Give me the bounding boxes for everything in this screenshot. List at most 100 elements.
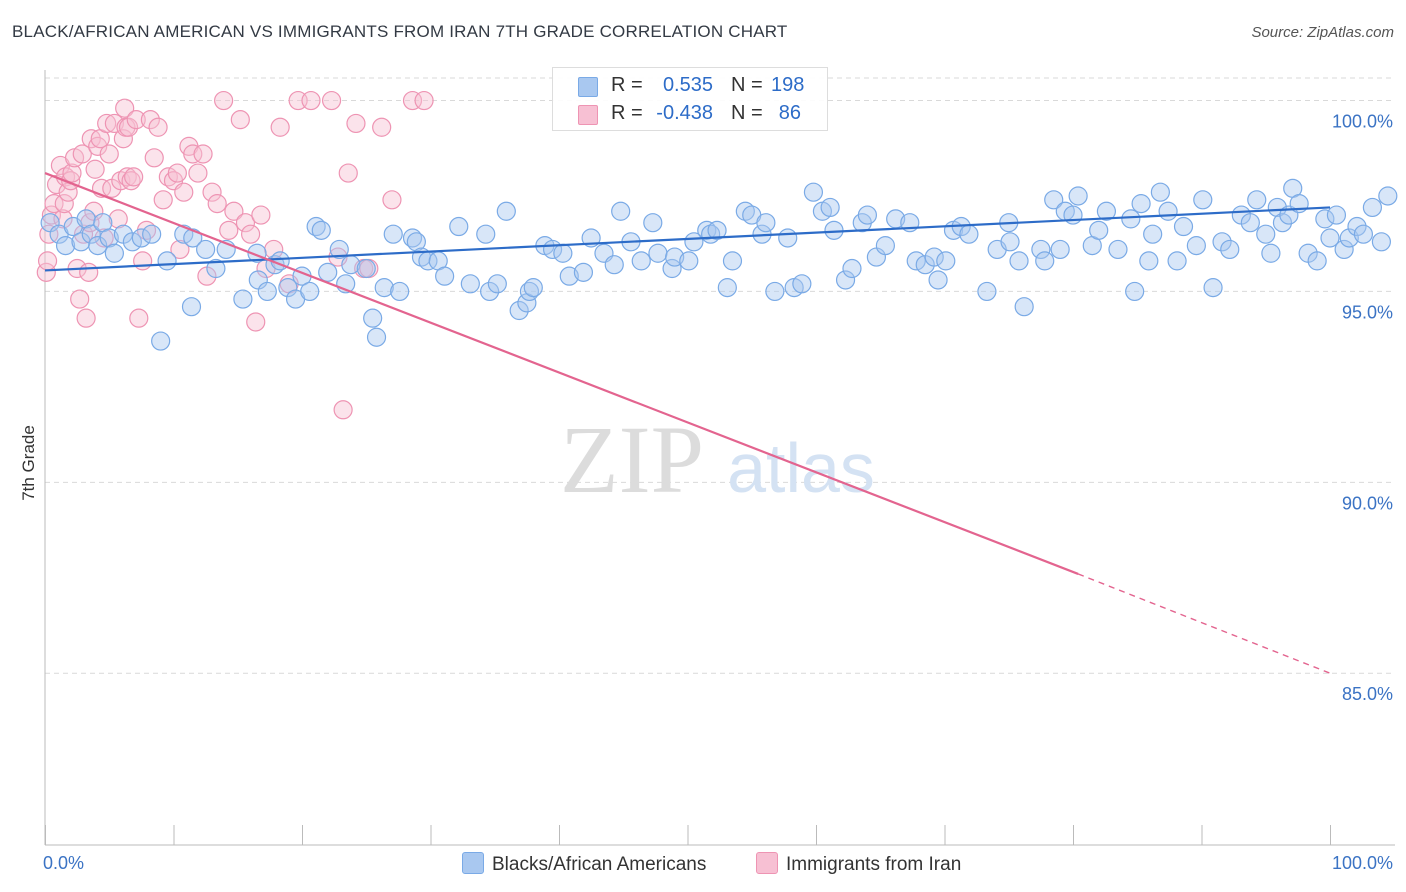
tick-labels: 100.0% 95.0% 90.0% 85.0% 0.0% 100.0% [43, 112, 1393, 873]
r-label: R = [611, 102, 643, 124]
black-point [1256, 224, 1276, 244]
black-point [181, 297, 202, 317]
iran-point [126, 110, 146, 130]
iran-point [170, 239, 190, 260]
iran-point [113, 129, 133, 149]
black-point [1009, 251, 1029, 271]
black-point [402, 228, 423, 248]
black-point [928, 270, 948, 290]
legend-swatch-blue [578, 77, 598, 97]
iran-point [338, 163, 358, 183]
black-point [390, 281, 410, 302]
n-label: N = [731, 74, 763, 96]
black-point [1315, 209, 1335, 229]
iran-point [144, 148, 164, 168]
legend-item-iran[interactable]: Immigrants from Iran [756, 852, 961, 876]
iran-point [97, 113, 117, 134]
r-value: 0.535 [662, 74, 713, 96]
black-point [435, 266, 455, 286]
black-point [480, 281, 500, 302]
black-point [496, 201, 516, 221]
black-point [1307, 251, 1327, 271]
black-point [835, 270, 856, 290]
iran-point [241, 224, 261, 244]
black-point [1000, 232, 1020, 252]
iran-point [44, 194, 64, 214]
series-iran-points [36, 90, 434, 420]
black-point [1261, 243, 1281, 263]
gridlines [45, 77, 1395, 674]
black-point [1121, 209, 1141, 229]
iran-point [133, 251, 153, 271]
iran-point [99, 144, 119, 164]
iran-point [346, 113, 366, 134]
iran-point [37, 251, 58, 271]
black-point [977, 281, 997, 302]
black-point [509, 300, 529, 321]
black-point [1347, 216, 1367, 237]
iran-point [62, 163, 82, 183]
iran-point [167, 163, 187, 183]
iran-point [76, 308, 96, 328]
black-point [875, 236, 895, 256]
iran-point [118, 117, 139, 137]
black-point [519, 281, 540, 302]
black-point [329, 239, 349, 260]
black-point [406, 232, 426, 252]
chart-title: BLACK/AFRICAN AMERICAN VS IMMIGRANTS FRO… [12, 22, 788, 41]
watermark-zip: ZIP [560, 406, 704, 513]
black-point [1089, 220, 1109, 240]
black-point [157, 251, 177, 271]
legend-swatch-pink [578, 105, 598, 125]
black-point [1353, 224, 1374, 244]
iran-point [270, 117, 290, 137]
n-value: 86 [778, 102, 801, 124]
black-point [1050, 239, 1070, 260]
black-point [1014, 297, 1034, 317]
y-tick-label: 95.0% [1342, 302, 1393, 322]
iran-point [73, 224, 94, 244]
black-point [356, 258, 376, 279]
black-point [104, 243, 124, 263]
black-point [1212, 232, 1232, 252]
legend-item-black[interactable]: Blacks/African Americans [462, 852, 706, 876]
black-point [1131, 194, 1151, 214]
black-point [366, 327, 387, 347]
iran-point [108, 209, 128, 229]
iran-point [79, 262, 99, 282]
black-point [1272, 213, 1293, 233]
black-point [1220, 239, 1240, 260]
n-label: N = [731, 102, 763, 124]
black-point [1139, 251, 1159, 271]
iran-point [174, 182, 194, 202]
iran-point [301, 90, 321, 111]
black-point [573, 262, 594, 282]
black-point [559, 266, 579, 286]
stats-row-black: R = 0.535 N = 198 [553, 72, 827, 100]
black-point [1339, 228, 1359, 248]
black-point [523, 278, 543, 298]
black-point [1108, 239, 1128, 260]
iran-point [188, 163, 208, 183]
iran-point [124, 167, 144, 187]
iran-trend-line [44, 172, 1079, 575]
black-point [857, 205, 878, 225]
black-point [318, 262, 338, 282]
axes [44, 70, 1395, 846]
black-point [665, 247, 685, 267]
black-point [803, 182, 824, 202]
black-point [257, 281, 277, 302]
black-point [460, 274, 480, 294]
iran-point [85, 159, 105, 179]
black-point [679, 251, 699, 271]
black-point [722, 251, 743, 271]
black-point [604, 255, 624, 275]
iran-point [202, 182, 222, 202]
black-point [1362, 197, 1383, 218]
black-point [717, 278, 737, 298]
iran-point [251, 205, 271, 225]
black-point [1267, 197, 1287, 218]
iran-point [88, 136, 108, 156]
iran-point [148, 117, 168, 137]
